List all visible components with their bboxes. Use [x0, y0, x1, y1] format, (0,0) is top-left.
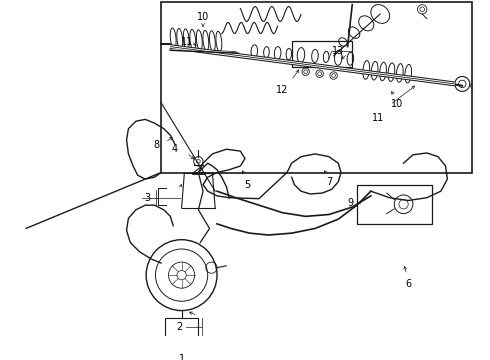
Text: 6: 6: [405, 279, 411, 289]
Text: 13: 13: [332, 46, 344, 56]
Bar: [165, 318, 198, 338]
Text: 5: 5: [245, 180, 251, 190]
Text: 10: 10: [391, 99, 403, 109]
Bar: [357, 185, 432, 224]
Bar: [292, 41, 352, 67]
Text: 7: 7: [326, 177, 332, 187]
Text: 12: 12: [276, 85, 289, 95]
Text: 11: 11: [372, 113, 385, 123]
Text: 9: 9: [347, 198, 353, 208]
Text: 4: 4: [172, 144, 178, 154]
Text: 10: 10: [197, 12, 209, 22]
Text: 11: 11: [181, 37, 193, 47]
Text: 1: 1: [178, 354, 185, 360]
Text: 3: 3: [144, 193, 150, 203]
Text: 8: 8: [153, 140, 159, 150]
Bar: [161, 2, 472, 172]
Text: 2: 2: [176, 322, 183, 332]
